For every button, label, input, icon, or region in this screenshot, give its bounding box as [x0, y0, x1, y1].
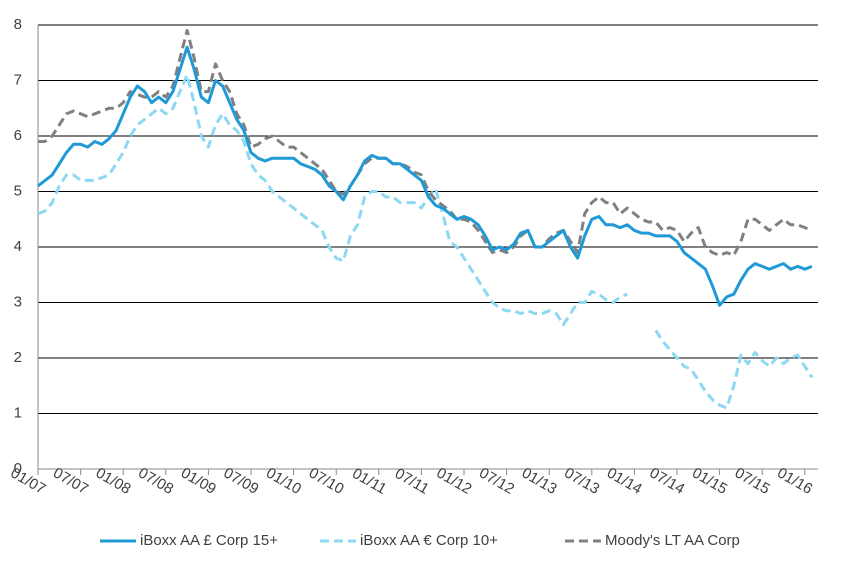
y-tick-label: 0: [14, 460, 22, 477]
y-tick-label: 8: [14, 16, 22, 33]
x-tick-label: 07/11: [392, 465, 432, 498]
legend-label: Moody's LT AA Corp: [605, 532, 740, 549]
y-tick-label: 4: [14, 238, 22, 255]
y-tick-label: 1: [14, 404, 22, 421]
legend-label: iBoxx AA £ Corp 15+: [140, 532, 278, 549]
legend-label: iBoxx AA € Corp 10+: [360, 532, 498, 549]
y-tick-label: 5: [14, 182, 22, 199]
series-line: [38, 29, 813, 257]
y-tick-label: 2: [14, 349, 22, 366]
y-tick-label: 3: [14, 293, 22, 310]
y-tick-label: 7: [14, 71, 22, 88]
series-line: [37, 73, 814, 410]
y-tick-label: 6: [14, 127, 22, 144]
series-line: [37, 45, 813, 307]
x-tick-label: 01/11: [349, 465, 389, 498]
